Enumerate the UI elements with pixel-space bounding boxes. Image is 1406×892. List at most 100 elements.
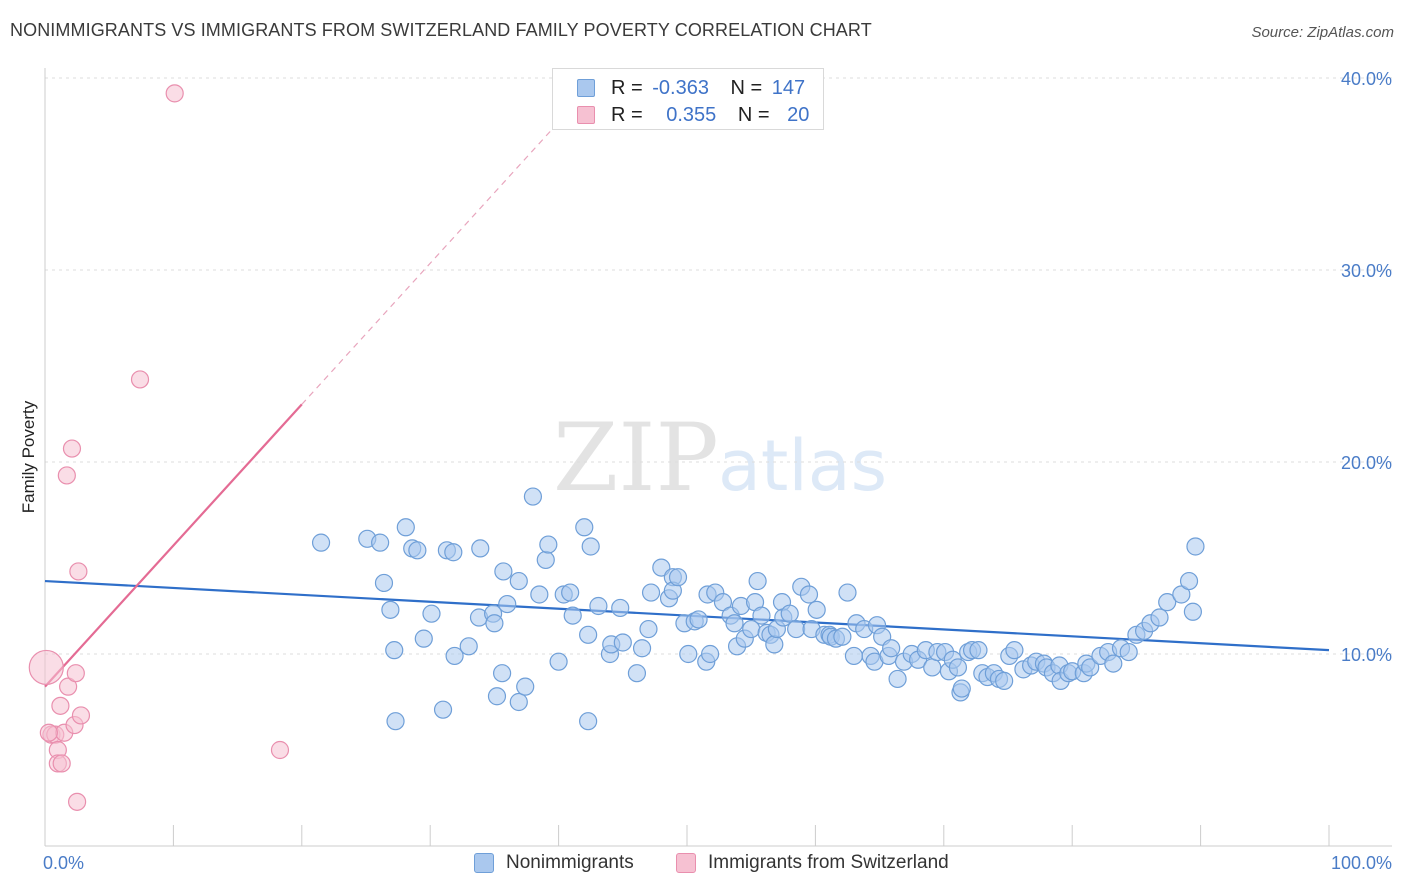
nonimmigrants-point bbox=[385, 641, 404, 660]
nonimmigrants-point bbox=[563, 606, 582, 625]
nonimmigrants-point bbox=[516, 677, 535, 696]
immigrants-point bbox=[62, 439, 82, 458]
nonimmigrants-point bbox=[1104, 654, 1123, 673]
nonimmigrants-point bbox=[539, 535, 558, 554]
immigrants-trend-line bbox=[44, 403, 303, 688]
n-label: N = bbox=[730, 77, 763, 99]
watermark-atlas: atlas bbox=[718, 425, 887, 507]
nonimmigrants-point bbox=[787, 619, 806, 639]
nonimmigrants-point bbox=[536, 550, 555, 570]
nonimmigrants-point bbox=[1081, 658, 1100, 677]
nonimmigrants-points bbox=[311, 487, 1205, 731]
nonimmigrants-point bbox=[952, 679, 971, 698]
nonimmigrants-point bbox=[1172, 585, 1191, 604]
nonimmigrants-point bbox=[923, 658, 942, 677]
nonimmigrants-point bbox=[613, 633, 632, 652]
nonimmigrants-point bbox=[579, 712, 598, 731]
nonimmigrants-point bbox=[1179, 571, 1199, 591]
nonimmigrants-point bbox=[639, 619, 658, 639]
nonimmigrants-point bbox=[498, 594, 517, 614]
y-axis-title: Family Poverty bbox=[19, 400, 38, 513]
immigrants-point bbox=[66, 664, 85, 683]
nonimmigrants-point bbox=[581, 537, 600, 556]
nonimmigrants-point bbox=[1186, 537, 1205, 556]
nonimmigrants-legend-swatch bbox=[474, 853, 494, 873]
nonimmigrants-point bbox=[799, 585, 819, 604]
nonimmigrants-point bbox=[561, 583, 580, 602]
nonimmigrants-point bbox=[494, 562, 513, 581]
nonimmigrants-point bbox=[530, 585, 549, 604]
nonimmigrants-point bbox=[807, 600, 826, 619]
y-tick-label: 10.0% bbox=[1341, 645, 1392, 665]
nonimmigrants-point bbox=[1005, 641, 1024, 660]
nonimmigrants-point bbox=[627, 664, 647, 683]
nonimmigrants-point bbox=[668, 568, 688, 587]
nonimmigrants-point bbox=[765, 635, 784, 654]
immigrants-point bbox=[69, 562, 88, 581]
axis-labels: 10.0% 20.0% 30.0% 40.0% 0.0% 100.0% Family Pov… bbox=[19, 69, 1392, 873]
n-label: N = bbox=[737, 104, 770, 126]
nonimmigrants-point bbox=[509, 692, 528, 712]
n-value: 20 bbox=[787, 104, 810, 126]
immigrants-swatch bbox=[577, 106, 595, 124]
nonimmigrants-point bbox=[445, 646, 464, 666]
nonimmigrants-point bbox=[471, 539, 490, 558]
r-value: -0.363 bbox=[652, 77, 709, 99]
nonimmigrants-point bbox=[487, 687, 507, 706]
nonimmigrants-point bbox=[679, 644, 698, 664]
nonimmigrants-point bbox=[882, 639, 901, 658]
y-tick-label: 20.0% bbox=[1341, 453, 1392, 473]
y-tick-label: 30.0% bbox=[1341, 261, 1392, 281]
nonimmigrants-point bbox=[1158, 593, 1177, 612]
nonimmigrants-point bbox=[509, 571, 528, 591]
nonimmigrants-point bbox=[408, 541, 427, 560]
immigrants-point bbox=[165, 84, 184, 103]
nonimmigrants-point bbox=[969, 641, 988, 660]
nonimmigrants-point bbox=[611, 598, 630, 618]
axes bbox=[44, 68, 1392, 847]
nonimmigrants-point bbox=[579, 625, 598, 644]
nonimmigrants-point bbox=[780, 604, 799, 623]
x-tick-label-min: 0.0% bbox=[43, 853, 84, 873]
nonimmigrants-point bbox=[632, 639, 652, 658]
immigrants-point bbox=[67, 792, 87, 811]
nonimmigrants-point bbox=[386, 712, 405, 731]
nonimmigrants-point bbox=[575, 518, 594, 537]
nonimmigrants-point bbox=[493, 664, 512, 683]
nonimmigrants-point bbox=[888, 669, 907, 689]
nonimmigrants-point bbox=[641, 583, 661, 602]
nonimmigrants-point bbox=[414, 629, 433, 648]
grid bbox=[45, 77, 1392, 655]
nonimmigrants-point bbox=[433, 700, 453, 719]
nonimmigrants-point bbox=[748, 571, 767, 591]
nonimmigrants-point bbox=[422, 604, 441, 623]
nonimmigrants-point bbox=[701, 644, 720, 664]
immigrants-point bbox=[57, 466, 76, 485]
chart-source: Source: ZipAtlas.com bbox=[1251, 24, 1394, 41]
watermark-zip: ZIP bbox=[553, 404, 719, 513]
r-label: R = bbox=[611, 104, 643, 126]
nonimmigrants-swatch bbox=[577, 79, 595, 97]
chart-title: NONIMMIGRANTS VS IMMIGRANTS FROM SWITZER… bbox=[10, 20, 872, 40]
n-value: 147 bbox=[771, 77, 806, 99]
nonimmigrants-point bbox=[948, 658, 968, 677]
nonimmigrants-point bbox=[689, 610, 708, 629]
immigrants-point bbox=[71, 706, 91, 725]
immigrants-point bbox=[59, 677, 78, 696]
x-tick-label-max: 100.0% bbox=[1331, 853, 1392, 873]
nonimmigrants-point bbox=[1119, 642, 1138, 662]
nonimmigrants-point bbox=[485, 614, 504, 633]
nonimmigrants-point bbox=[374, 573, 394, 593]
nonimmigrants-point bbox=[725, 614, 744, 633]
watermark: ZIP atlas bbox=[553, 404, 887, 513]
nonimmigrants-point bbox=[311, 533, 331, 552]
immigrants-trend-extension bbox=[301, 121, 560, 405]
immigrants-legend-swatch bbox=[676, 853, 696, 873]
immigrants-point bbox=[28, 649, 64, 686]
nonimmigrants-point bbox=[371, 533, 390, 552]
y-tick-label: 40.0% bbox=[1341, 69, 1392, 89]
nonimmigrants-point bbox=[459, 637, 478, 656]
nonimmigrants-point bbox=[833, 627, 852, 646]
immigrants-point bbox=[270, 740, 290, 760]
nonimmigrants-point bbox=[523, 487, 543, 506]
